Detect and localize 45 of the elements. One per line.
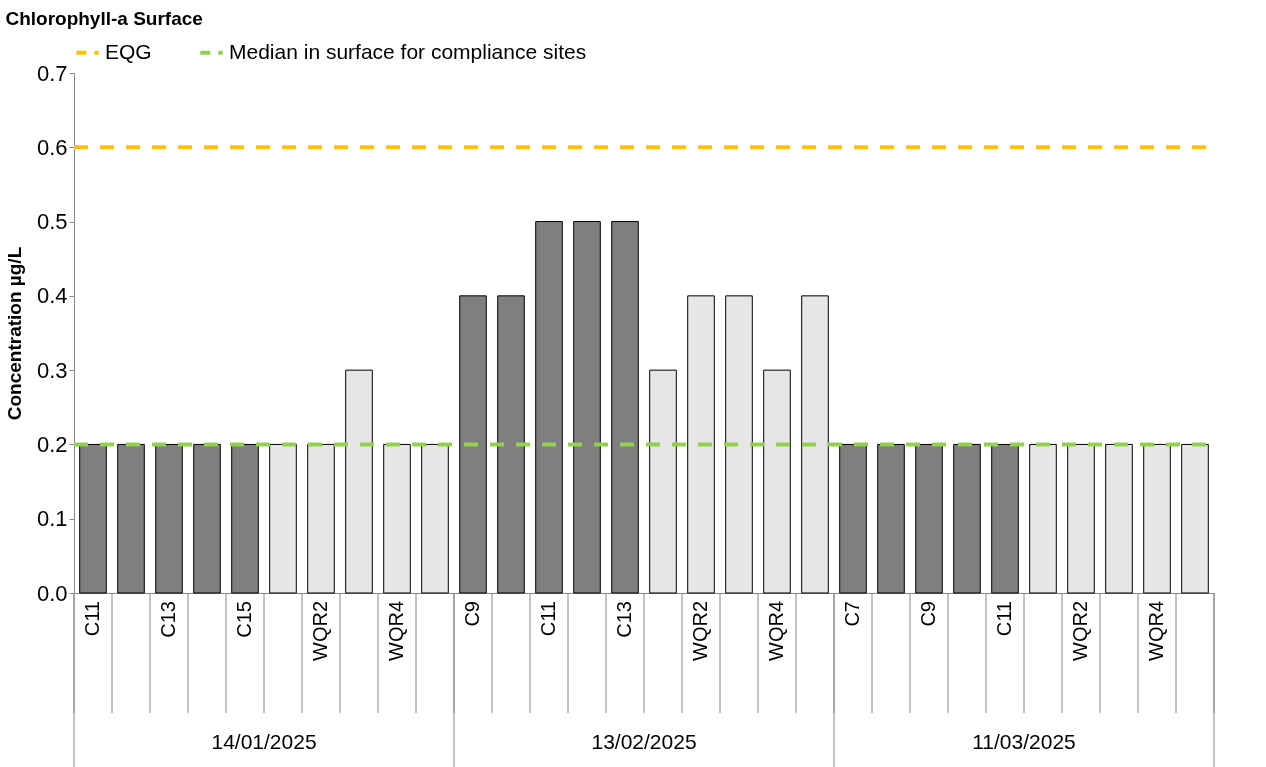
- bar: [801, 295, 829, 594]
- chart-title: Chlorophyll-a Surface: [5, 8, 203, 29]
- y-tick-label: 0.7: [36, 60, 68, 86]
- bar: [1067, 443, 1095, 594]
- x-tick-label: C13: [613, 601, 635, 638]
- bar: [269, 443, 297, 594]
- y-tick-label: 0.4: [36, 283, 68, 309]
- x-tick-label: C15: [233, 601, 255, 638]
- x-tick-label: WQR2: [689, 601, 711, 661]
- legend-label: Median in surface for compliance sites: [229, 39, 587, 63]
- bar: [763, 369, 791, 594]
- x-tick-label: WQR2: [309, 601, 331, 661]
- y-tick-label: 0.2: [36, 431, 68, 457]
- bar: [687, 295, 715, 594]
- bar: [307, 443, 335, 594]
- text: 13/02/2025: [591, 730, 697, 753]
- x-tick-label: C11: [993, 601, 1015, 637]
- bar: [1029, 443, 1057, 594]
- y-tick-label: 0.6: [36, 134, 68, 160]
- bar: [649, 369, 677, 594]
- x-tick-label: WQR4: [1145, 601, 1167, 661]
- x-tick-label: C11: [81, 601, 103, 637]
- y-tick-label: 0.5: [36, 209, 68, 235]
- text: 11/03/2025: [972, 730, 1076, 753]
- x-tick-label: WQR2: [1069, 601, 1091, 661]
- y-axis-title: Concentration µg/L: [3, 246, 25, 421]
- text: 14/01/2025: [211, 730, 317, 753]
- x-tick-label: C7: [841, 601, 863, 627]
- x-tick-label: C9: [917, 601, 939, 627]
- x-tick-label: C9: [461, 601, 483, 627]
- bar: [345, 369, 373, 594]
- y-tick-label: 0.1: [36, 506, 68, 532]
- x-tick-label: C13: [157, 601, 179, 638]
- y-tick-label: 0.0: [36, 580, 68, 606]
- bar: [1105, 443, 1133, 594]
- bar: [1143, 443, 1171, 594]
- bar: [383, 443, 411, 594]
- bar: [421, 443, 449, 594]
- x-tick-label: C11: [537, 601, 559, 637]
- y-tick-label: 0.3: [36, 357, 68, 383]
- bar: [1181, 443, 1209, 594]
- legend-label: EQG: [105, 39, 152, 63]
- bar: [725, 295, 753, 594]
- x-tick-label: WQR4: [385, 601, 407, 661]
- x-tick-label: WQR4: [765, 601, 787, 661]
